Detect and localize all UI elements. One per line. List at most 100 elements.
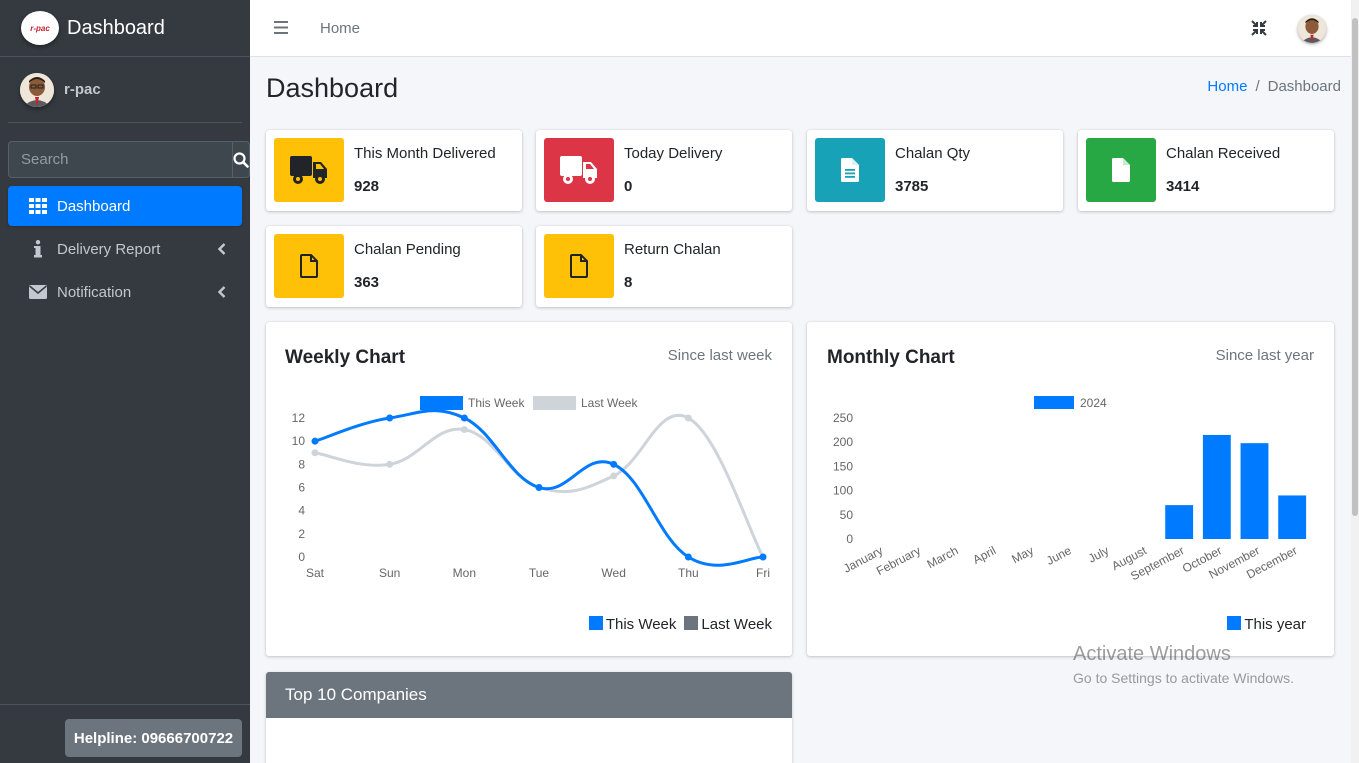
- grid-icon: [28, 198, 48, 214]
- sidebar-item-label: Notification: [57, 283, 132, 301]
- file-icon: [1112, 158, 1130, 182]
- info-box-chalan-pending[interactable]: Chalan Pending 363: [266, 226, 522, 307]
- watermark-subtitle: Go to Settings to activate Windows.: [1073, 670, 1294, 686]
- weekly-legend-bottom: This Week Last Week: [588, 616, 772, 633]
- x-tick-label: June: [1044, 543, 1074, 568]
- breadcrumb-home-link[interactable]: Home: [1207, 78, 1248, 95]
- legend-swatch: [420, 396, 463, 410]
- y-tick-label: 200: [833, 435, 853, 449]
- info-box-value: 928: [354, 178, 380, 195]
- legend-swatch: [533, 396, 576, 410]
- brand-logo: r-pac: [21, 11, 59, 45]
- x-tick-label: Sun: [379, 566, 400, 580]
- sidebar: r-pac Dashboard r-pac Dashboa: [0, 0, 250, 763]
- info-box-label: Chalan Qty: [895, 145, 971, 162]
- x-tick-label: Mon: [453, 566, 476, 580]
- info-box-icon-bg: [544, 138, 614, 202]
- sidebar-item-delivery-report[interactable]: Delivery Report: [8, 229, 242, 269]
- x-tick-label: April: [970, 543, 998, 567]
- file-text-icon: [841, 158, 859, 182]
- x-tick-label: Fri: [756, 566, 770, 580]
- sidebar-item-notification[interactable]: Notification: [8, 272, 242, 312]
- info-box-label: Chalan Pending: [354, 241, 461, 258]
- menu-toggle-button[interactable]: [274, 21, 288, 39]
- watermark-title: Activate Windows: [1073, 643, 1231, 665]
- user-avatar-button[interactable]: [1298, 15, 1326, 43]
- info-box-label: Chalan Received: [1166, 145, 1281, 162]
- x-tick-label: Tue: [529, 566, 550, 580]
- file-outline-icon: [300, 254, 318, 278]
- monthly-chart-card: Monthly Chart Since last year 2024 0 50 100…: [807, 322, 1334, 656]
- legend-item-last-week[interactable]: Last Week: [684, 616, 772, 633]
- x-tick-label: May: [1009, 543, 1036, 566]
- info-box-chalan-qty[interactable]: Chalan Qty 3785: [807, 130, 1063, 211]
- y-tick-label: 8: [298, 457, 305, 471]
- info-box-label: Today Delivery: [624, 145, 723, 162]
- page-scrollbar[interactable]: [1351, 0, 1359, 763]
- search-icon: [233, 151, 249, 168]
- search-input[interactable]: [8, 141, 232, 178]
- info-box-month-delivered[interactable]: This Month Delivered 928: [266, 130, 522, 211]
- weekly-chart-card: Weekly Chart Since last week This Week La…: [266, 322, 792, 656]
- hamburger-icon: [274, 21, 288, 34]
- info-box-value: 363: [354, 274, 380, 291]
- data-point: [386, 414, 394, 422]
- sidebar-item-dashboard[interactable]: Dashboard: [8, 186, 242, 226]
- info-box-chalan-received[interactable]: Chalan Received 3414: [1078, 130, 1334, 211]
- data-point: [460, 426, 468, 434]
- bar-december: [1278, 495, 1307, 539]
- page-title: Dashboard: [266, 73, 399, 103]
- brand-text: Dashboard: [67, 16, 165, 39]
- breadcrumb-current: Dashboard: [1267, 78, 1341, 95]
- top-home-link[interactable]: Home: [320, 20, 361, 37]
- data-point: [759, 553, 767, 561]
- legend-label: Last Week: [701, 616, 772, 633]
- legend-item-this-week[interactable]: This Week: [588, 616, 677, 633]
- info-box-today-delivery[interactable]: Today Delivery 0: [536, 130, 792, 211]
- compress-icon: [1251, 20, 1267, 36]
- windows-activation-watermark: Activate Windows Go to Settings to activ…: [1073, 643, 1294, 686]
- helpline-badge[interactable]: Helpline: 09666700722: [65, 719, 242, 757]
- data-point: [386, 460, 394, 468]
- top-navbar: Home: [250, 0, 1351, 57]
- truck-icon: [290, 156, 327, 184]
- y-tick-label: 10: [292, 434, 306, 448]
- legend-label: Last Week: [581, 396, 638, 410]
- info-box-label: Return Chalan: [624, 241, 721, 258]
- x-tick-label: Wed: [601, 566, 625, 580]
- bar-october: [1202, 434, 1231, 539]
- x-tick-label: Thu: [678, 566, 699, 580]
- data-point: [535, 484, 543, 491]
- fullscreen-exit-button[interactable]: [1250, 19, 1268, 42]
- legend-label: This Week: [605, 616, 677, 633]
- y-tick-label: 250: [833, 411, 853, 425]
- monthly-legend-bottom: This year: [1227, 616, 1306, 633]
- search-button[interactable]: [232, 141, 250, 178]
- legend-label: 2024: [1080, 396, 1107, 410]
- y-tick-label: 2: [298, 527, 305, 541]
- x-tick-label: Sat: [306, 566, 325, 580]
- y-tick-label: 100: [833, 484, 853, 498]
- info-box-return-chalan[interactable]: Return Chalan 8: [536, 226, 792, 307]
- y-tick-label: 6: [298, 481, 305, 495]
- data-point: [610, 472, 618, 480]
- scroll-thumb[interactable]: [1352, 18, 1358, 516]
- y-tick-label: 0: [298, 550, 305, 564]
- y-tick-label: 50: [840, 508, 854, 522]
- sidebar-item-label: Dashboard: [57, 197, 131, 215]
- avatar: [1298, 15, 1326, 43]
- sidebar-item-label: Delivery Report: [57, 240, 161, 258]
- envelope-icon: [28, 285, 48, 299]
- info-box-icon-bg: [274, 138, 344, 202]
- card-subtitle: Since last week: [667, 347, 772, 364]
- info-box-value: 3414: [1166, 178, 1200, 195]
- top-companies-card: Top 10 Companies: [266, 672, 792, 763]
- info-box-value: 8: [624, 274, 633, 291]
- brand[interactable]: r-pac Dashboard: [0, 0, 250, 57]
- legend-swatch: [1034, 396, 1074, 409]
- legend-item-this-year[interactable]: This year: [1227, 616, 1306, 633]
- chevron-left-icon: [217, 242, 226, 259]
- user-panel[interactable]: r-pac: [8, 57, 242, 123]
- info-box-icon-bg: [1086, 138, 1156, 202]
